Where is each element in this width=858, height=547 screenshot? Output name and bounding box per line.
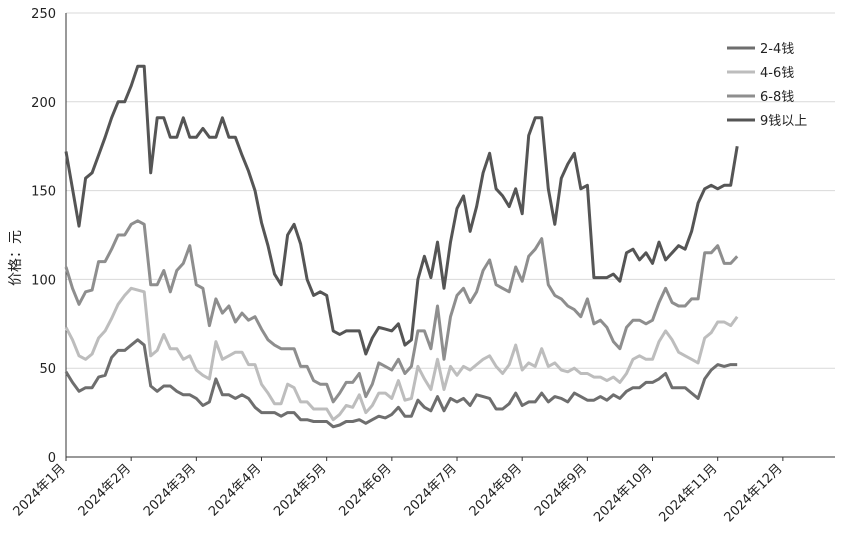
x-tick-label: 2024年11月 [656,461,720,525]
y-tick-label: 150 [31,185,56,200]
y-tick-label: 0 [48,451,56,466]
x-tick-label: 2024年10月 [591,461,655,525]
y-axis: 0 50 100 150 200 250 [31,7,67,466]
series-lines [64,64,739,429]
legend-label-2: 4-6钱 [760,66,794,81]
y-tick-label: 200 [31,96,56,111]
legend-label-3: 6-8钱 [760,90,794,105]
legend: 2-4钱 4-6钱 6-8钱 9钱以上 [727,42,807,129]
x-tick-label: 2024年12月 [722,461,786,525]
x-tick-label: 2024年7月 [402,461,460,519]
x-tick-label: 2024年9月 [532,461,590,519]
x-tick-label: 2024年2月 [76,461,134,519]
legend-label-1: 2-4钱 [760,42,794,57]
x-tick-label: 2024年6月 [336,461,394,519]
y-axis-title: 价格：元 [8,230,24,286]
y-tick-label: 250 [31,7,56,22]
x-tick-label: 2024年4月 [206,461,264,519]
x-tick-label: 2024年3月 [141,461,199,519]
x-axis: 2024年1月 2024年2月 2024年3月 2024年4月 2024年5月 2024年… [11,456,835,525]
x-tick-label: 2024年8月 [467,461,525,519]
series-line-1 [64,338,738,429]
series-line-4 [64,64,739,356]
legend-label-4: 9钱以上 [760,114,807,129]
x-tick-label: 2024年1月 [11,461,69,519]
y-tick-label: 50 [39,362,56,377]
x-tick-label: 2024年5月 [271,461,329,519]
series-line-3 [64,219,739,404]
series-line-2 [64,286,739,422]
y-tick-label: 100 [31,273,56,288]
